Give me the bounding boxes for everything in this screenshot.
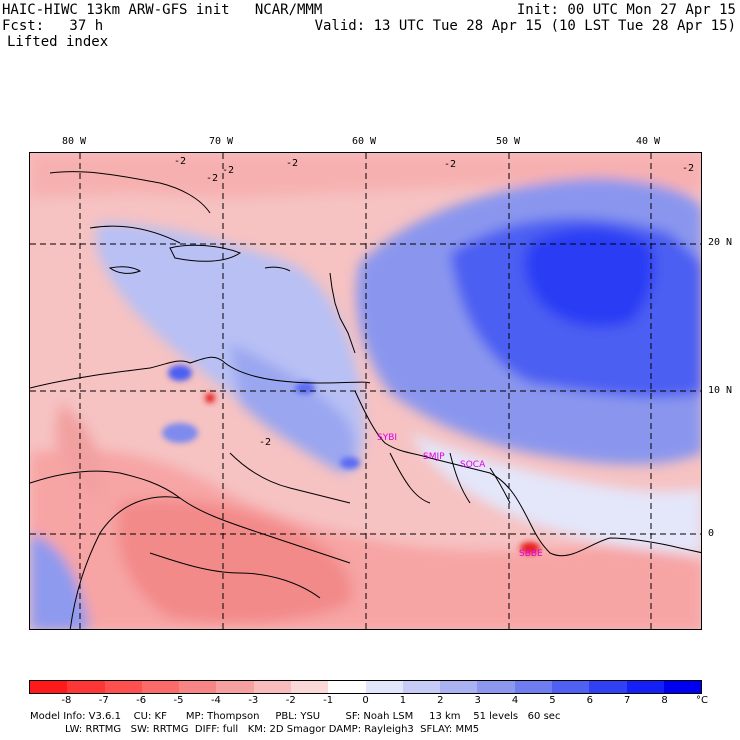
- lon-label-70w: 70 W: [209, 136, 234, 147]
- coastlines: [30, 171, 701, 629]
- lat-label-0: 0: [708, 528, 715, 539]
- colorbar-cell: [30, 681, 68, 693]
- colorbar-cell: [551, 681, 590, 693]
- colorbar-cell: [626, 681, 664, 693]
- init-time: Init: 00 UTC Mon 27 Apr 15: [516, 2, 736, 18]
- colorbar-cell: [402, 681, 441, 693]
- colorbar-tick-label: -6: [136, 695, 147, 706]
- colorbar-tick-label: 0: [362, 695, 369, 706]
- station-soca: SOCA: [460, 460, 486, 470]
- model-info-line2: LW: RRTMG SW: RRTMG DIFF: full KM: 2D Sm…: [30, 724, 480, 735]
- colorbar-cell: [216, 681, 254, 693]
- colorbar-cell: [589, 681, 627, 693]
- colorbar-cell: [141, 681, 180, 693]
- field-name: Lifted index: [7, 34, 109, 50]
- colorbar: [29, 680, 702, 694]
- colorbar-cell: [440, 681, 478, 693]
- convective-patches: [162, 365, 540, 554]
- field-shading: [30, 153, 701, 629]
- colorbar-tick-label: -1: [323, 695, 334, 706]
- station-smjp: SMJP: [423, 452, 445, 462]
- lifted-index-map: -2 -2 -2 -2 -2 -2 -2 SYBI SMJP SOCA SBBE: [29, 152, 702, 630]
- station-sbbe: SBBE: [519, 549, 543, 559]
- lat-label-10n: 10 N: [708, 385, 733, 396]
- colorbar-cell: [67, 681, 105, 693]
- colorbar-tick-label: 6: [586, 695, 594, 706]
- forecast-hour: Fcst: 37 h: [2, 18, 104, 34]
- lon-label-40w: 40 W: [636, 136, 661, 147]
- colorbar-cell: [663, 681, 702, 693]
- contour-label: -2: [286, 158, 299, 169]
- lat-lon-grid: [30, 153, 701, 629]
- colorbar-tick-label: 1: [399, 695, 407, 706]
- colorbar-unit: °C: [696, 695, 708, 706]
- colorbar-tick-label: 3: [474, 695, 481, 706]
- colorbar-tick-label: -3: [248, 695, 259, 706]
- map-canvas: [30, 153, 701, 629]
- colorbar-tick-label: -2: [285, 695, 296, 706]
- colorbar-cell: [328, 681, 366, 693]
- colorbar-tick-label: 4: [511, 695, 519, 706]
- contour-label: -2: [444, 159, 457, 170]
- valid-time: Valid: 13 UTC Tue 28 Apr 15 (10 LST Tue …: [314, 18, 736, 34]
- colorbar-tick-label: 5: [549, 695, 556, 706]
- lon-label-80w: 80 W: [62, 136, 87, 147]
- colorbar-cell: [477, 681, 515, 693]
- contour-label: -2: [174, 156, 187, 167]
- contour-label: -2: [682, 163, 695, 174]
- colorbar-tick-label: -7: [98, 695, 109, 706]
- lon-label-50w: 50 W: [496, 136, 521, 147]
- colorbar-cell: [253, 681, 291, 693]
- colorbar-cell: [514, 681, 552, 693]
- lat-label-20n: 20 N: [708, 237, 733, 248]
- colorbar-tick-label: -8: [61, 695, 72, 706]
- contour-label: -2: [206, 173, 219, 184]
- station-sybi: SYBI: [377, 433, 398, 443]
- colorbar-cell: [179, 681, 217, 693]
- colorbar-tick-label: -5: [173, 695, 184, 706]
- contour-label: -2: [259, 437, 272, 448]
- lon-label-60w: 60 W: [352, 136, 377, 147]
- colorbar-tick-label: -4: [210, 695, 221, 706]
- colorbar-tick-label: 7: [624, 695, 631, 706]
- colorbar-cell: [290, 681, 329, 693]
- model-title: HAIC-HIWC 13km ARW-GFS init NCAR/MMM: [2, 2, 323, 18]
- model-info-line1: Model Info: V3.6.1 CU: KF MP: Thompson P…: [30, 711, 561, 722]
- contour-label: -2: [222, 165, 235, 176]
- colorbar-cell: [365, 681, 403, 693]
- colorbar-tick-label: 2: [437, 695, 444, 706]
- colorbar-cell: [104, 681, 142, 693]
- colorbar-tick-label: 8: [661, 695, 668, 706]
